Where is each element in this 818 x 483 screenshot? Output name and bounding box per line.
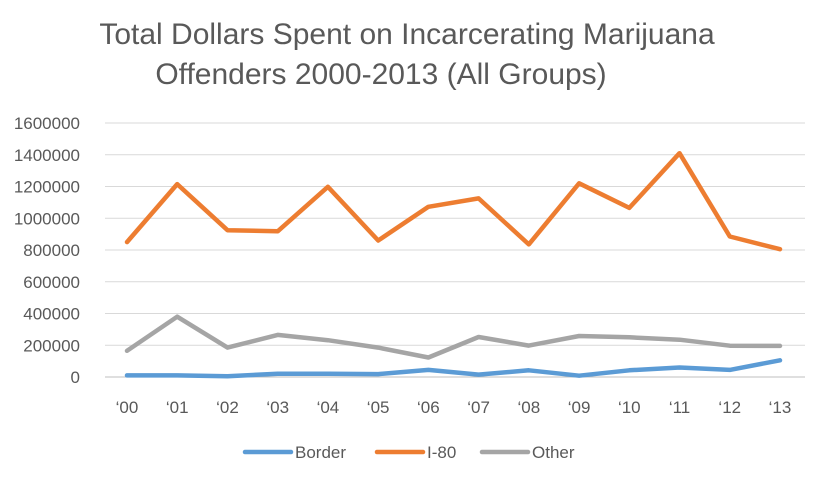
legend-label-border: Border bbox=[295, 443, 346, 462]
chart-title-line-2: Offenders 2000-2013 (All Groups) bbox=[155, 58, 607, 91]
series-line-other bbox=[124, 314, 783, 360]
series-line-border bbox=[124, 358, 783, 379]
y-tick-label: 800000 bbox=[23, 241, 80, 260]
y-tick-label: 1000000 bbox=[14, 209, 80, 228]
x-tick-label: ‘12 bbox=[718, 398, 741, 417]
x-tick-label: ‘05 bbox=[367, 398, 390, 417]
x-tick-label: ‘09 bbox=[568, 398, 591, 417]
x-tick-label: ‘06 bbox=[417, 398, 440, 417]
x-tick-label: ‘13 bbox=[769, 398, 792, 417]
y-tick-label: 1600000 bbox=[14, 114, 80, 133]
y-tick-label: 1400000 bbox=[14, 146, 80, 165]
x-tick-label: ‘04 bbox=[317, 398, 340, 417]
x-tick-label: ‘10 bbox=[618, 398, 641, 417]
x-tick-label: ‘01 bbox=[166, 398, 189, 417]
y-tick-label: 1200000 bbox=[14, 178, 80, 197]
x-axis-tick-labels: ‘00 ‘01 ‘02 ‘03 ‘04 ‘05 ‘06 ‘07 ‘08 ‘09 ‘10 ‘11 ‘12 ‘… bbox=[116, 398, 792, 417]
legend-label-other: Other bbox=[532, 443, 575, 462]
y-tick-label: 200000 bbox=[23, 336, 80, 355]
chart-title-line-1: Total Dollars Spent on Incarcerating Mar… bbox=[99, 18, 715, 51]
y-tick-label: 0 bbox=[71, 368, 80, 387]
x-tick-label: ‘03 bbox=[266, 398, 289, 417]
series-line-i-80 bbox=[124, 150, 783, 252]
legend-label-i-80: I-80 bbox=[427, 443, 456, 462]
y-tick-label: 400000 bbox=[23, 305, 80, 324]
gridlines bbox=[105, 122, 805, 378]
y-axis-tick-labels: 0 200000 400000 600000 800000 1000000 1200000 1… bbox=[14, 114, 80, 387]
legend: Border I-80 Other bbox=[242, 443, 575, 462]
y-tick-label: 600000 bbox=[23, 273, 80, 292]
x-tick-label: ‘00 bbox=[116, 398, 139, 417]
x-tick-label: ‘07 bbox=[467, 398, 490, 417]
series-lines bbox=[124, 150, 783, 379]
x-tick-label: ‘02 bbox=[216, 398, 239, 417]
x-tick-label: ‘11 bbox=[669, 398, 690, 417]
x-tick-label: ‘08 bbox=[518, 398, 541, 417]
